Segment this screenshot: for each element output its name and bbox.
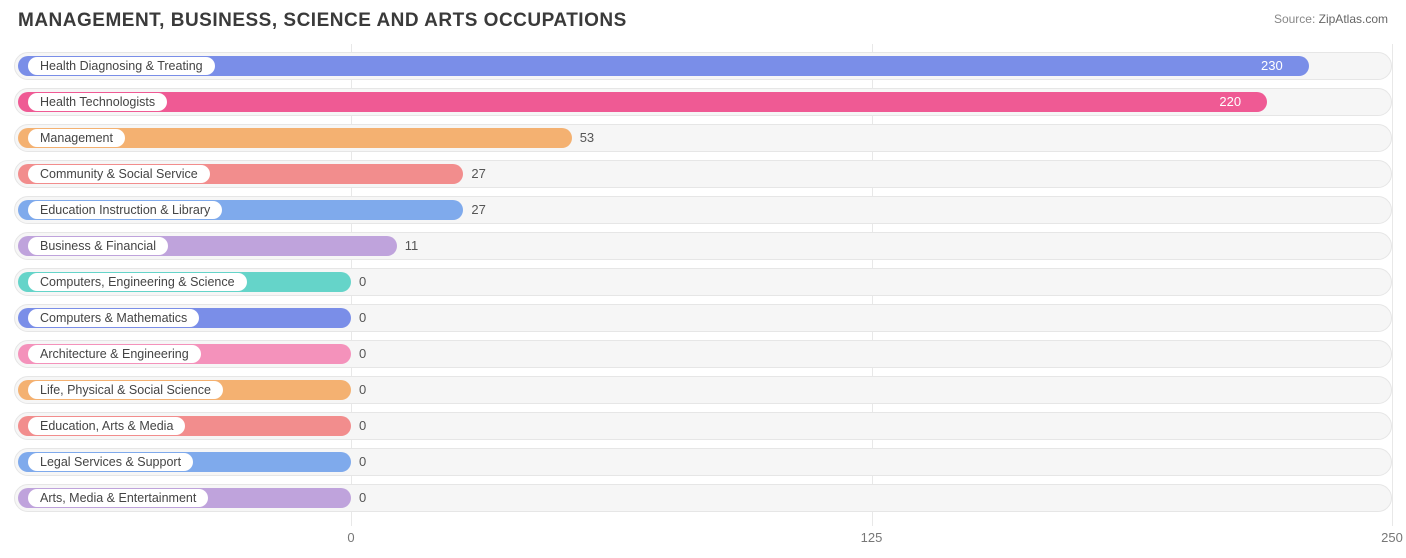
bar-row: Computers & Mathematics 0 — [14, 304, 1392, 332]
bar-category-label: Legal Services & Support — [28, 453, 193, 471]
bar-row: Arts, Media & Entertainment 0 — [14, 484, 1392, 512]
bar-category-label: Business & Financial — [28, 237, 168, 255]
bar-row: Life, Physical & Social Science 0 — [14, 376, 1392, 404]
bar-row: Computers, Engineering & Science 0 — [14, 268, 1392, 296]
bar-category-label: Management — [28, 129, 125, 147]
bar-value-label: 0 — [359, 304, 366, 332]
x-tick-label: 250 — [1381, 530, 1403, 545]
bar-category-label: Health Technologists — [28, 93, 167, 111]
chart-title: MANAGEMENT, BUSINESS, SCIENCE AND ARTS O… — [0, 0, 1406, 32]
bar-category-label: Computers & Mathematics — [28, 309, 199, 327]
bar-value-label: 220 — [1219, 88, 1253, 116]
bar-category-label: Education Instruction & Library — [28, 201, 222, 219]
bar-row: Business & Financial 11 — [14, 232, 1392, 260]
bar-value-label: 0 — [359, 340, 366, 368]
bar-value-label: 11 — [405, 232, 419, 260]
bar-value-label: 27 — [471, 196, 485, 224]
bar-value-label: 230 — [1261, 52, 1295, 80]
bar-row: Legal Services & Support 0 — [14, 448, 1392, 476]
bar-category-label: Computers, Engineering & Science — [28, 273, 247, 291]
x-tick-label: 0 — [347, 530, 354, 545]
bar-category-label: Arts, Media & Entertainment — [28, 489, 208, 507]
bar-value-label: 0 — [359, 268, 366, 296]
bar-row: Education, Arts & Media 0 — [14, 412, 1392, 440]
chart-area: Health Diagnosing & Treating 230 Health Te… — [14, 44, 1392, 554]
bar-category-label: Education, Arts & Media — [28, 417, 185, 435]
bar-row: Community & Social Service 27 — [14, 160, 1392, 188]
bar-row: Health Diagnosing & Treating 230 — [14, 52, 1392, 80]
bar — [18, 92, 1267, 112]
bar-category-label: Community & Social Service — [28, 165, 210, 183]
bar-row: Architecture & Engineering 0 — [14, 340, 1392, 368]
source-site: ZipAtlas.com — [1319, 12, 1388, 26]
x-axis: 0125250 — [14, 530, 1392, 550]
bar-value-label: 0 — [359, 484, 366, 512]
bar-row: Health Technologists 220 — [14, 88, 1392, 116]
bars-container: Health Diagnosing & Treating 230 Health Te… — [14, 52, 1392, 520]
grid-line — [1392, 44, 1393, 526]
x-tick-label: 125 — [861, 530, 883, 545]
bar-row: Education Instruction & Library 27 — [14, 196, 1392, 224]
bar-row: Management 53 — [14, 124, 1392, 152]
bar-value-label: 0 — [359, 448, 366, 476]
bar-category-label: Health Diagnosing & Treating — [28, 57, 215, 75]
source-label: Source: — [1274, 12, 1315, 26]
bar-value-label: 0 — [359, 412, 366, 440]
bar-value-label: 0 — [359, 376, 366, 404]
bar-value-label: 53 — [580, 124, 594, 152]
bar-category-label: Architecture & Engineering — [28, 345, 201, 363]
bar-value-label: 27 — [471, 160, 485, 188]
bar-category-label: Life, Physical & Social Science — [28, 381, 223, 399]
source-attribution: Source: ZipAtlas.com — [1274, 12, 1388, 26]
